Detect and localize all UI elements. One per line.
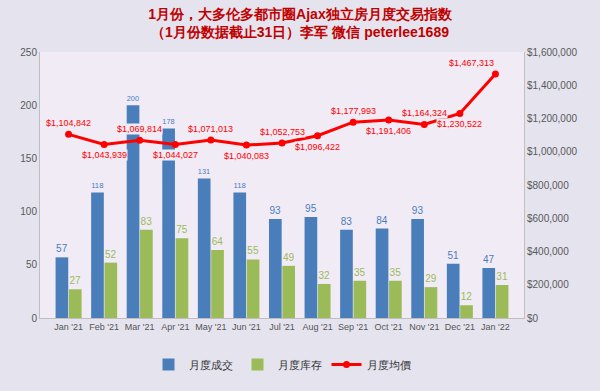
svg-text:84: 84	[376, 215, 388, 226]
svg-text:Oct '21: Oct '21	[375, 322, 403, 332]
svg-text:150: 150	[20, 153, 37, 164]
svg-text:Feb '21: Feb '21	[89, 322, 119, 332]
svg-text:$1,040,083: $1,040,083	[224, 151, 269, 161]
svg-text:49: 49	[283, 252, 295, 263]
svg-text:$400,000: $400,000	[527, 246, 569, 257]
svg-text:200: 200	[20, 100, 37, 111]
svg-text:1月份，大多伦多都市圈Ajax独立房月度交易指数（1月份数据: 1月份，大多伦多都市圈Ajax独立房月度交易指数（1月份数据截止31日）李军 微…	[148, 6, 452, 40]
svg-text:$600,000: $600,000	[527, 213, 569, 224]
svg-text:$1,177,993: $1,177,993	[331, 106, 376, 116]
svg-text:Mar '21: Mar '21	[125, 322, 155, 332]
svg-text:$200,000: $200,000	[527, 279, 569, 290]
svg-text:$1,600,000: $1,600,000	[527, 47, 577, 58]
svg-text:118: 118	[233, 181, 245, 190]
svg-text:51: 51	[447, 250, 459, 261]
svg-text:200: 200	[127, 94, 139, 103]
svg-text:Aug '21: Aug '21	[302, 322, 332, 332]
svg-text:月度成交: 月度成交	[189, 359, 233, 371]
svg-text:95: 95	[305, 203, 317, 214]
svg-text:Apr '21: Apr '21	[161, 322, 189, 332]
svg-text:47: 47	[483, 254, 495, 265]
svg-text:$1,071,013: $1,071,013	[188, 124, 233, 134]
svg-text:$0: $0	[527, 313, 539, 324]
svg-text:$800,000: $800,000	[527, 180, 569, 191]
svg-text:$1,467,313: $1,467,313	[449, 58, 494, 68]
svg-text:Jan '21: Jan '21	[54, 322, 83, 332]
svg-text:32: 32	[318, 270, 330, 281]
svg-text:0: 0	[31, 313, 37, 324]
svg-text:35: 35	[354, 267, 366, 278]
svg-text:$1,104,842: $1,104,842	[46, 118, 91, 128]
svg-text:250: 250	[20, 47, 37, 58]
svg-text:$1,096,422: $1,096,422	[295, 142, 340, 152]
svg-text:100: 100	[20, 206, 37, 217]
svg-text:$1,191,406: $1,191,406	[366, 126, 411, 136]
svg-text:$1,043,939: $1,043,939	[82, 150, 127, 160]
svg-text:$1,230,522: $1,230,522	[437, 119, 482, 129]
svg-text:Dec '21: Dec '21	[445, 322, 475, 332]
svg-text:131: 131	[198, 167, 210, 176]
svg-text:Jan '22: Jan '22	[481, 322, 510, 332]
svg-text:月度均價: 月度均價	[367, 359, 411, 371]
svg-text:75: 75	[176, 224, 188, 235]
svg-text:27: 27	[69, 275, 81, 286]
svg-text:12: 12	[461, 291, 473, 302]
svg-text:178: 178	[162, 117, 174, 126]
svg-text:35: 35	[390, 267, 402, 278]
svg-text:月度库存: 月度库存	[278, 359, 322, 371]
svg-text:29: 29	[425, 273, 437, 284]
svg-text:50: 50	[26, 259, 38, 270]
svg-text:Jun '21: Jun '21	[232, 322, 261, 332]
svg-text:57: 57	[56, 243, 68, 254]
svg-text:93: 93	[270, 205, 282, 216]
svg-text:$1,000,000: $1,000,000	[527, 146, 577, 157]
svg-text:$1,200,000: $1,200,000	[527, 113, 577, 124]
svg-text:$1,069,814: $1,069,814	[117, 124, 162, 134]
svg-text:$1,044,027: $1,044,027	[153, 150, 198, 160]
svg-text:31: 31	[496, 271, 508, 282]
svg-text:$1,052,753: $1,052,753	[260, 127, 305, 137]
svg-text:118: 118	[91, 181, 103, 190]
svg-text:83: 83	[141, 216, 153, 227]
svg-text:52: 52	[105, 249, 117, 260]
svg-text:55: 55	[247, 245, 259, 256]
svg-text:Sep '21: Sep '21	[338, 322, 368, 332]
svg-text:May '21: May '21	[195, 322, 226, 332]
svg-text:64: 64	[212, 236, 224, 247]
svg-text:93: 93	[412, 205, 424, 216]
svg-text:$1,400,000: $1,400,000	[527, 80, 577, 91]
svg-text:$1,164,324: $1,164,324	[402, 108, 447, 118]
svg-text:Nov '21: Nov '21	[409, 322, 439, 332]
svg-text:Jul '21: Jul '21	[269, 322, 295, 332]
svg-text:83: 83	[341, 216, 353, 227]
